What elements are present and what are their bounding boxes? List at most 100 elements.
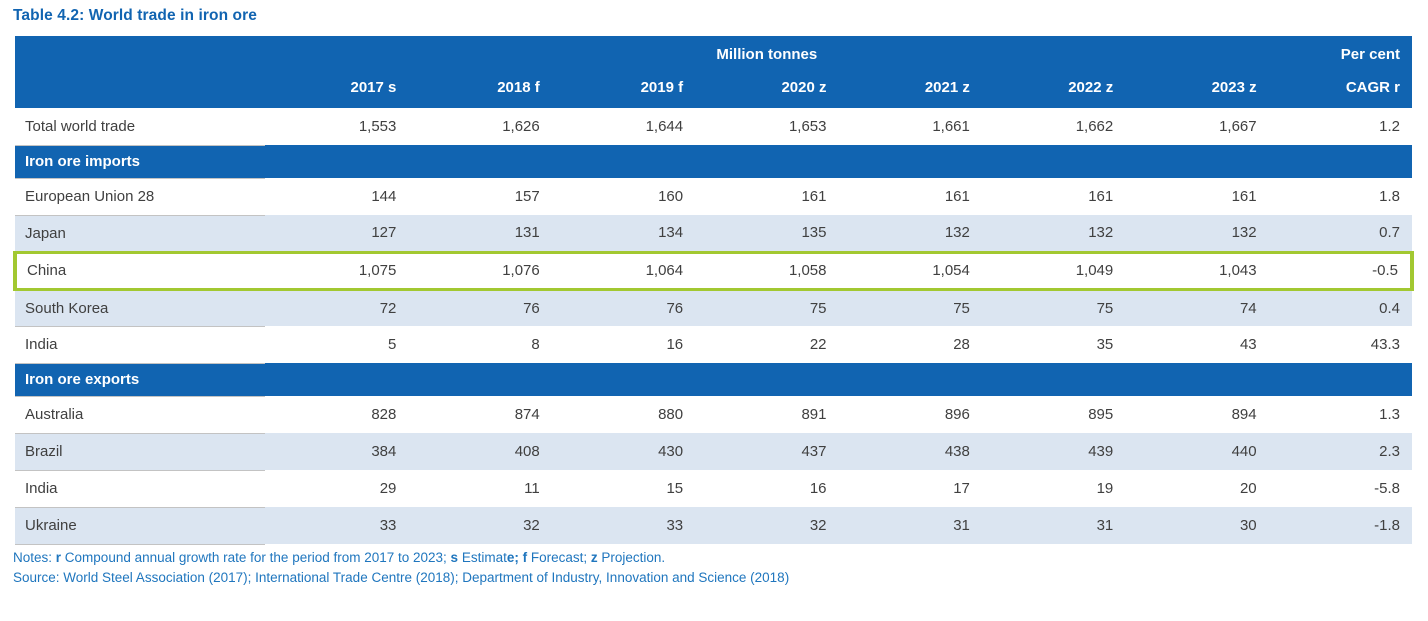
cell-value: 1,058 — [695, 250, 839, 291]
notes-line: Notes: r Compound annual growth rate for… — [13, 548, 1415, 568]
cell-value: 19 — [981, 470, 1126, 507]
cell-value: 1,553 — [265, 108, 409, 145]
notes-bold-segment: e; f — [506, 549, 528, 565]
row-label: Ukraine — [15, 507, 265, 545]
cell-value: 1,076 — [408, 250, 552, 291]
cell-value: 1,653 — [695, 108, 839, 145]
notes-segment: Compound annual growth rate for the peri… — [61, 549, 451, 565]
row-label: China — [13, 250, 265, 291]
notes-bold-segment: z — [590, 549, 598, 565]
cell-value: 144 — [265, 178, 409, 215]
table-row: Brazil 384 408 430 437 438 439 440 2.3 — [15, 433, 1412, 471]
cell-value: 16 — [695, 470, 839, 507]
table-body: Total world trade 1,553 1,626 1,644 1,653 1,6… — [13, 108, 1415, 545]
notes-bold-segment: s — [450, 549, 459, 565]
cell-value: 1,667 — [1125, 108, 1269, 145]
row-label: Brazil — [15, 433, 265, 471]
cell-value: 828 — [265, 396, 409, 433]
cell-value: 127 — [265, 215, 409, 252]
cell-value: 33 — [551, 507, 696, 544]
column-header-2019: 2019 f — [551, 67, 696, 108]
cell-value: 5 — [265, 326, 409, 363]
cell-value: 20 — [1125, 470, 1269, 507]
cell-value: 438 — [838, 433, 982, 470]
cell-value: -0.5 — [1268, 250, 1415, 291]
cell-value: 1.8 — [1268, 178, 1412, 215]
table-row: Australia 828 874 880 891 896 895 894 1.3 — [15, 396, 1412, 434]
cell-value: 32 — [408, 507, 552, 544]
cell-value: 1,064 — [551, 250, 696, 291]
section-heading-row: Iron ore exports — [15, 363, 1412, 397]
row-label: South Korea — [15, 289, 265, 327]
cell-value: 76 — [551, 289, 696, 326]
notes-block: Notes: r Compound annual growth rate for… — [13, 548, 1415, 588]
cell-value: 22 — [695, 326, 839, 363]
cell-value: 17 — [838, 470, 982, 507]
cell-value: 75 — [695, 289, 839, 326]
page-title: Table 4.2: World trade in iron ore — [13, 7, 257, 24]
cell-value: 134 — [551, 215, 696, 252]
cell-value: 408 — [408, 433, 552, 470]
cell-value: 1.3 — [1268, 396, 1412, 433]
section-heading-filler — [265, 145, 1412, 178]
table-row: India 29 11 15 16 17 19 20 -5.8 — [15, 470, 1412, 508]
cell-value: 43.3 — [1268, 326, 1412, 363]
unit-header-row: Million tonnes Per cent — [15, 36, 1412, 67]
page: Table 4.2: World trade in iron ore Milli… — [13, 7, 1415, 588]
cell-value: 161 — [695, 178, 839, 215]
table-row: European Union 28 144 157 160 161 161 161 161 1.… — [15, 178, 1412, 216]
cell-value: 1.2 — [1268, 108, 1412, 145]
cell-value: 72 — [265, 289, 409, 326]
cell-value: 161 — [838, 178, 982, 215]
cell-value: 1,644 — [551, 108, 696, 145]
cell-value: 161 — [981, 178, 1126, 215]
cell-value: 1,661 — [838, 108, 982, 145]
column-header-2020: 2020 z — [695, 67, 839, 108]
cell-value: 32 — [695, 507, 839, 544]
cell-value: 132 — [981, 215, 1126, 252]
cell-value: 894 — [1125, 396, 1269, 433]
cell-value: 896 — [838, 396, 982, 433]
table-row: India 5 8 16 22 28 35 43 43.3 — [15, 326, 1412, 364]
cell-value: 384 — [265, 433, 409, 470]
cell-value: 1,662 — [981, 108, 1126, 145]
cell-value: 30 — [1125, 507, 1269, 544]
column-header-row: 2017 s 2018 f 2019 f 2020 z 2021 z 2022 … — [15, 67, 1412, 108]
cell-value: 33 — [265, 507, 409, 544]
cell-value: 132 — [1125, 215, 1269, 252]
row-label: India — [15, 326, 265, 364]
column-header-2022: 2022 z — [981, 67, 1126, 108]
unit-header-million-tonnes: Million tonnes — [265, 36, 1269, 67]
column-header-2017: 2017 s — [265, 67, 409, 108]
column-header-spacer — [15, 67, 265, 108]
unit-header-per-cent: Per cent — [1268, 36, 1412, 67]
unit-header-spacer — [15, 36, 265, 67]
cell-value: 891 — [695, 396, 839, 433]
notes-segment: Notes: — [13, 549, 56, 565]
notes-segment: Forecast; — [527, 549, 591, 565]
cell-value: 2.3 — [1268, 433, 1412, 470]
cell-value: 132 — [838, 215, 982, 252]
cell-value: 75 — [981, 289, 1126, 326]
source-line: Source: World Steel Association (2017); … — [13, 569, 790, 585]
table-row: Ukraine 33 32 33 32 31 31 30 -1.8 — [15, 507, 1412, 545]
cell-value: 895 — [981, 396, 1126, 433]
cell-value: 1,054 — [838, 250, 982, 291]
row-label: Japan — [15, 215, 265, 253]
cell-value: 0.4 — [1268, 289, 1412, 326]
cell-value: 430 — [551, 433, 696, 470]
cell-value: 874 — [408, 396, 552, 433]
table-row: Japan 127 131 134 135 132 132 132 0.7 — [15, 215, 1412, 253]
cell-value: 880 — [551, 396, 696, 433]
cell-value: 135 — [695, 215, 839, 252]
row-label: European Union 28 — [15, 178, 265, 216]
highlighted-row: China 1,075 1,076 1,064 1,058 1,054 1,049 1,043… — [13, 250, 1415, 291]
cell-value: 157 — [408, 178, 552, 215]
column-header-2021: 2021 z — [838, 67, 982, 108]
cell-value: 439 — [981, 433, 1126, 470]
section-heading-row: Iron ore imports — [15, 145, 1412, 179]
cell-value: 11 — [408, 470, 552, 507]
cell-value: 1,049 — [981, 250, 1126, 291]
cell-value: 160 — [551, 178, 696, 215]
cell-value: 8 — [408, 326, 552, 363]
